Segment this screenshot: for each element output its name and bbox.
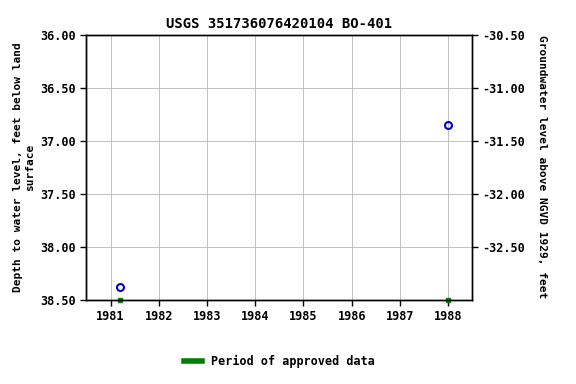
Y-axis label: Groundwater level above NGVD 1929, feet: Groundwater level above NGVD 1929, feet bbox=[537, 35, 547, 299]
Y-axis label: Depth to water level, feet below land
surface: Depth to water level, feet below land su… bbox=[13, 42, 35, 292]
Legend: Period of approved data: Period of approved data bbox=[179, 351, 380, 373]
Title: USGS 351736076420104 BO-401: USGS 351736076420104 BO-401 bbox=[166, 17, 392, 31]
